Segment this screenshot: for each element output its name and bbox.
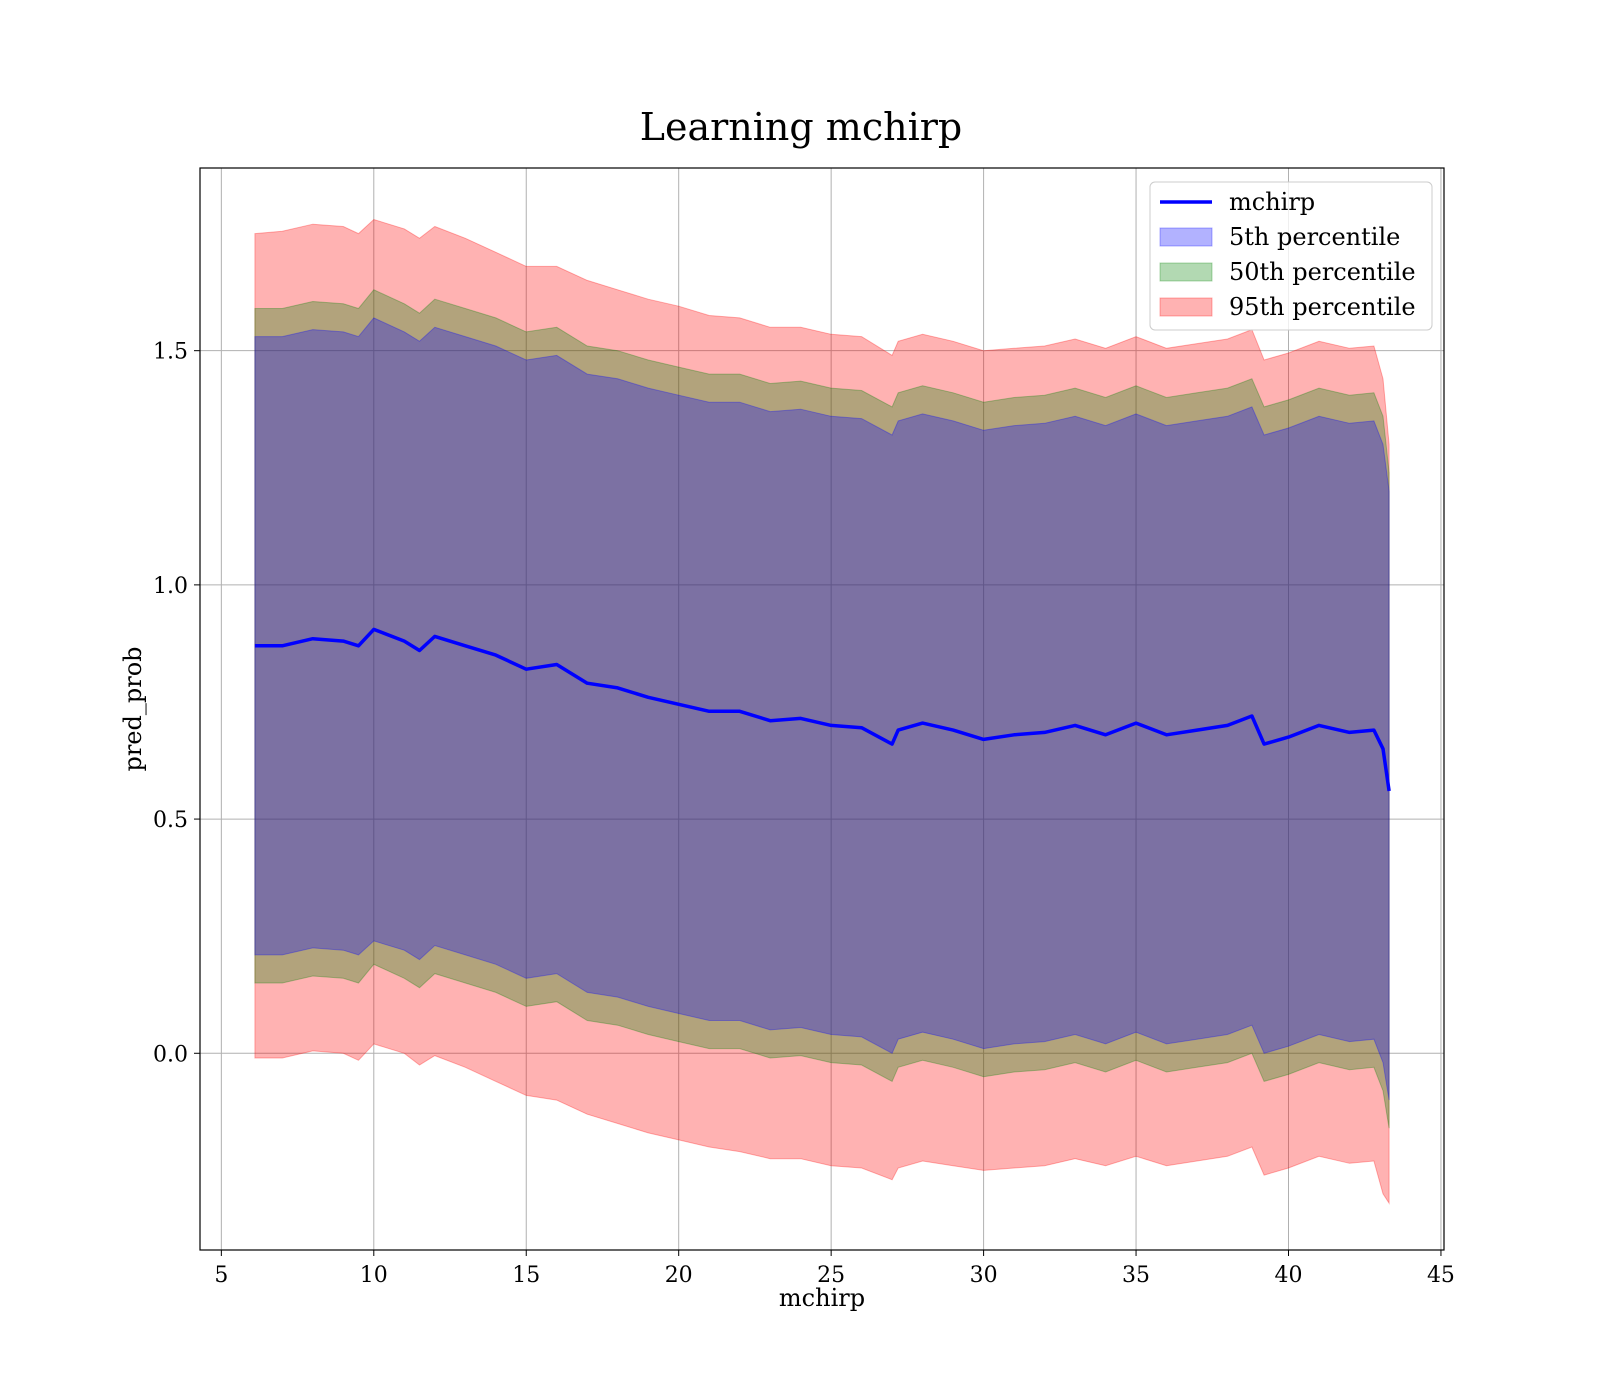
y-tick-label: 0.0: [153, 1042, 188, 1067]
y-tick-label: 0.5: [153, 808, 188, 833]
y-tick-label: 1.5: [153, 340, 188, 365]
legend-patch-swatch: [1159, 262, 1213, 282]
y-axis-label: pred_prob: [119, 646, 147, 771]
series-lines: [254, 627, 1391, 792]
plot-frame: [199, 167, 1445, 1251]
y-axis-ticks: 0.0 0.5 1.0 1.5: [153, 340, 200, 1067]
y-tick-label: 1.0: [153, 574, 188, 599]
x-axis-ticks: 5 10 15 20 25 30 35 40 45: [214, 1250, 1455, 1288]
legend: mchirp 5th percentile 50th percentile 95th …: [1149, 181, 1433, 331]
x-tick-label: 25: [817, 1263, 845, 1288]
x-tick-label: 30: [970, 1263, 998, 1288]
x-tick-label: 40: [1275, 1263, 1303, 1288]
band-50th-percentile: [254, 289, 1390, 1129]
legend-box: [1149, 181, 1433, 331]
x-tick-label: 35: [1122, 1263, 1150, 1288]
legend-patch-swatch: [1159, 297, 1213, 317]
x-tick-label: 5: [214, 1263, 228, 1288]
legend-patch-swatch: [1159, 227, 1213, 247]
percentile-bands: [254, 218, 1390, 1205]
band-5th-percentile: [254, 317, 1390, 1101]
x-tick-label: 10: [360, 1263, 388, 1288]
x-tick-label: 45: [1427, 1263, 1455, 1288]
band-95th-percentile: [254, 218, 1390, 1205]
x-tick-label: 15: [512, 1263, 540, 1288]
legend-label: 5th percentile: [1229, 223, 1400, 251]
grid: [200, 168, 1444, 1250]
legend-label: mchirp: [1229, 188, 1315, 216]
legend-label: 50th percentile: [1229, 258, 1416, 286]
x-tick-label: 20: [665, 1263, 693, 1288]
x-axis-label: mchirp: [779, 1284, 865, 1312]
chart-title: Learning mchirp: [640, 105, 962, 149]
series-line-mchirp: [254, 627, 1391, 792]
legend-label: 95th percentile: [1229, 293, 1416, 321]
